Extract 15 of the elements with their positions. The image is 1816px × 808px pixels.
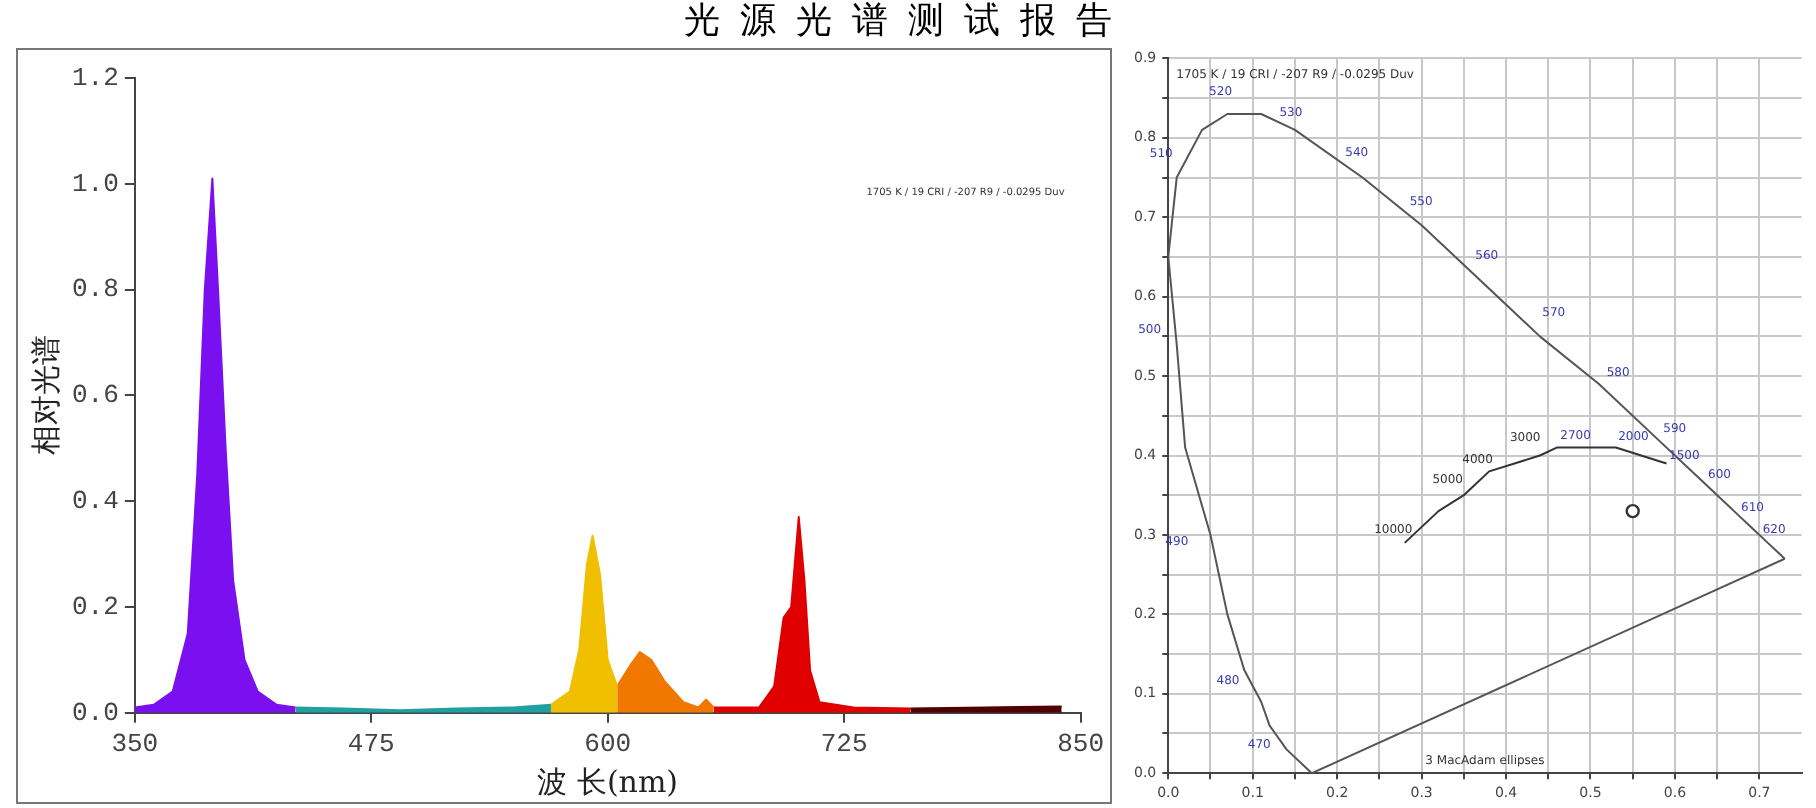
- x-tick-label: 600: [584, 729, 632, 760]
- y-tick-label: 1.2: [72, 62, 119, 93]
- chart-title: 光源光谱测试报告: [682, 0, 1134, 44]
- x-tick-label: 475: [347, 729, 395, 760]
- y-tick-label: 0.0: [72, 697, 119, 728]
- y-tick-label: 0.6: [72, 380, 119, 411]
- y-tick-label: 0.8: [72, 274, 119, 305]
- x-tick-label: 850: [1057, 729, 1104, 760]
- x-axis-title: 波 长(nm): [537, 763, 679, 800]
- y-tick-label: 0.4: [72, 486, 120, 517]
- y-axis-title: 相对光谱: [27, 335, 64, 456]
- x-tick-label: 725: [820, 729, 868, 760]
- y-tick-label: 1.0: [72, 168, 119, 199]
- x-tick-label: 350: [111, 729, 159, 760]
- y-tick-label: 0.2: [72, 591, 119, 622]
